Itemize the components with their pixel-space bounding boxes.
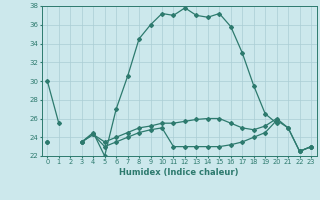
X-axis label: Humidex (Indice chaleur): Humidex (Indice chaleur)	[119, 168, 239, 177]
